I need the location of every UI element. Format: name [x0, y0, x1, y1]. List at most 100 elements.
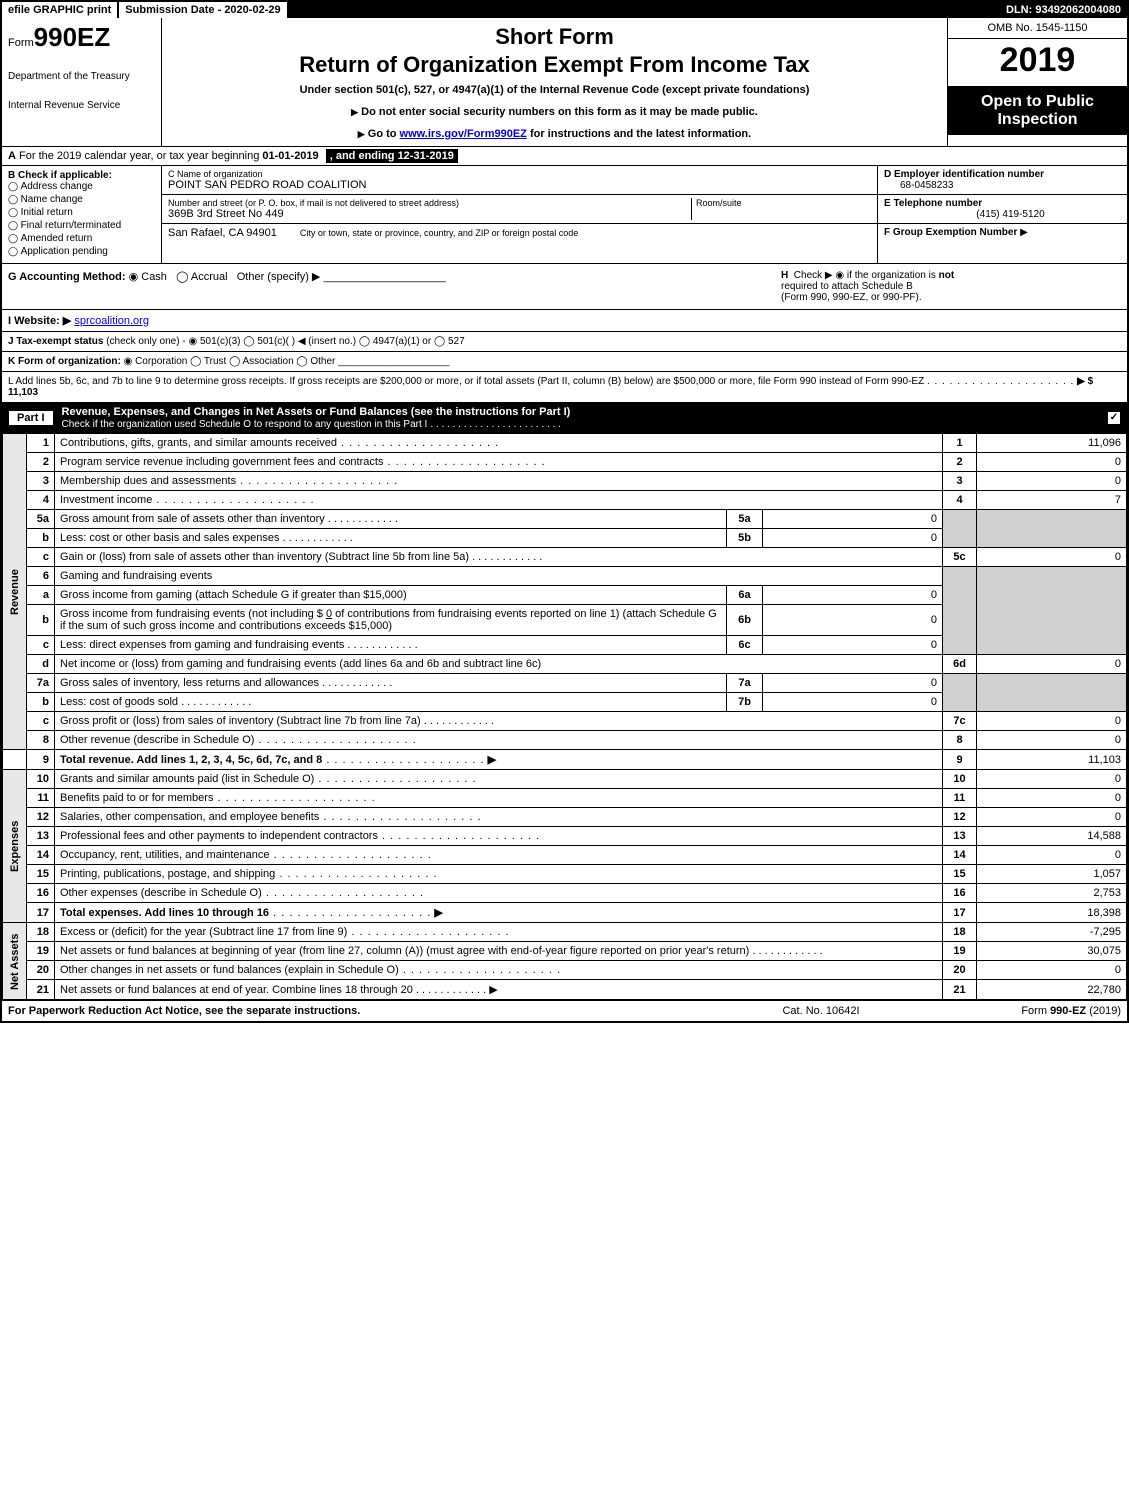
l13-num: 13 [27, 827, 55, 846]
h-not: not [939, 270, 955, 281]
row-gh: G Accounting Method: ◉ Cash ◯ Accrual Ot… [2, 264, 1127, 310]
arrow-icon [358, 128, 365, 140]
l3-box: 3 [943, 472, 977, 491]
g-other[interactable]: Other (specify) ▶ [237, 271, 321, 283]
l2-num: 2 [27, 453, 55, 472]
l2-desc: Program service revenue including govern… [60, 456, 383, 468]
omb-number: OMB No. 1545-1150 [948, 18, 1127, 39]
l7b-sub: 7b [727, 693, 763, 712]
l20-num: 20 [27, 961, 55, 980]
l10-amt: 0 [977, 770, 1127, 789]
l14-desc: Occupancy, rent, utilities, and maintena… [60, 849, 270, 861]
chk-final-return[interactable]: Final return/terminated [8, 220, 155, 231]
l17-amt: 18,398 [977, 903, 1127, 923]
chk-amended-return[interactable]: Amended return [8, 233, 155, 244]
l18-amt: -7,295 [977, 923, 1127, 942]
line-8: 8 Other revenue (describe in Schedule O)… [3, 731, 1127, 750]
l5a-subval: 0 [763, 510, 943, 529]
line-4: 4 Investment income 4 7 [3, 491, 1127, 510]
header-mid: Short Form Return of Organization Exempt… [162, 18, 947, 146]
line-19: 19 Net assets or fund balances at beginn… [3, 942, 1127, 961]
form-prefix: Form [8, 37, 34, 49]
l20-box: 20 [943, 961, 977, 980]
line-5c: c Gain or (loss) from sale of assets oth… [3, 548, 1127, 567]
group-exemption-label: F Group Exemption Number [884, 227, 1017, 238]
part1-header: Part I Revenue, Expenses, and Changes in… [2, 403, 1127, 433]
arrow-icon [351, 106, 358, 118]
phone-value: (415) 419-5120 [884, 209, 1121, 220]
l9-num: 9 [27, 750, 55, 770]
chk-name-change[interactable]: Name change [8, 194, 155, 205]
l20-desc: Other changes in net assets or fund bala… [60, 964, 399, 976]
goto-pre: Go to [368, 128, 400, 140]
l6a-desc: Gross income from gaming (attach Schedul… [55, 586, 727, 605]
col-b: B Check if applicable: Address change Na… [2, 166, 162, 263]
line-a-text: For the 2019 calendar year, or tax year … [19, 150, 262, 162]
l18-desc: Excess or (deficit) for the year (Subtra… [60, 926, 347, 938]
col-c: C Name of organization POINT SAN PEDRO R… [162, 166, 877, 263]
col-def: D Employer identification number 68-0458… [877, 166, 1127, 263]
line-11: 11 Benefits paid to or for members 11 0 [3, 789, 1127, 808]
l11-num: 11 [27, 789, 55, 808]
line-2: 2 Program service revenue including gove… [3, 453, 1127, 472]
l15-box: 15 [943, 865, 977, 884]
l17-num: 17 [27, 903, 55, 923]
g-accrual[interactable]: ◯ Accrual [176, 271, 227, 283]
line-6d: d Net income or (loss) from gaming and f… [3, 655, 1127, 674]
line-10: Expenses 10 Grants and similar amounts p… [3, 770, 1127, 789]
l18-box: 18 [943, 923, 977, 942]
l10-num: 10 [27, 770, 55, 789]
l1-desc: Contributions, gifts, grants, and simila… [60, 437, 337, 449]
l5c-desc: Gain or (loss) from sale of assets other… [60, 551, 469, 563]
k-options[interactable]: ◉ Corporation ◯ Trust ◯ Association ◯ Ot… [124, 356, 336, 367]
l6d-desc: Net income or (loss) from gaming and fun… [55, 655, 943, 674]
l16-num: 16 [27, 884, 55, 903]
h-label: H [781, 270, 788, 281]
l-text: L Add lines 5b, 6c, and 7b to line 9 to … [8, 376, 924, 387]
efile-print-label[interactable]: efile GRAPHIC print [2, 2, 119, 18]
ein-value: 68-0458233 [884, 180, 1121, 191]
l7a-desc: Gross sales of inventory, less returns a… [60, 677, 319, 689]
group-exemption-arrow: ▶ [1020, 227, 1028, 238]
l6d-box: 6d [943, 655, 977, 674]
chk-application-pending[interactable]: Application pending [8, 246, 155, 257]
part1-check-line: Check if the organization used Schedule … [62, 419, 428, 430]
shade-5ab [943, 510, 977, 548]
h-check[interactable]: Check ▶ [794, 270, 833, 281]
open-line2: Inspection [952, 111, 1123, 129]
l13-desc: Professional fees and other payments to … [60, 830, 378, 842]
l14-num: 14 [27, 846, 55, 865]
revenue-side-label: Revenue [3, 434, 27, 750]
blank-side [3, 750, 27, 770]
h-text3: required to attach Schedule B [781, 281, 913, 292]
j-options[interactable]: (check only one) - ◉ 501(c)(3) ◯ 501(c)(… [106, 336, 464, 347]
form-container: efile GRAPHIC print Submission Date - 20… [0, 0, 1129, 1023]
irs-link[interactable]: www.irs.gov/Form990EZ [400, 128, 527, 140]
part1-checkbox[interactable]: ✓ [1107, 411, 1121, 425]
l5c-num: c [27, 548, 55, 567]
header-left: Form990EZ Department of the Treasury Int… [2, 18, 162, 146]
l6b-num: b [27, 605, 55, 636]
form-header: Form990EZ Department of the Treasury Int… [2, 18, 1127, 147]
line-7a: 7a Gross sales of inventory, less return… [3, 674, 1127, 693]
k-label: K Form of organization: [8, 356, 121, 367]
l8-box: 8 [943, 731, 977, 750]
goto-line: Go to www.irs.gov/Form990EZ for instruct… [170, 128, 939, 140]
row-i: I Website: ▶ sprcoalition.org [2, 310, 1127, 332]
row-k: K Form of organization: ◉ Corporation ◯ … [2, 352, 1127, 372]
line-6: 6 Gaming and fundraising events [3, 567, 1127, 586]
h-section: H Check ▶ ◉ if the organization is not r… [781, 270, 1121, 303]
h-text4: (Form 990, 990-EZ, or 990-PF). [781, 292, 922, 303]
line-a-prefix: A [8, 150, 16, 162]
form-ref: Form 990-EZ (2019) [921, 1005, 1121, 1017]
website-link[interactable]: sprcoalition.org [74, 315, 149, 327]
l10-box: 10 [943, 770, 977, 789]
chk-initial-return[interactable]: Initial return [8, 207, 155, 218]
g-label: G Accounting Method: [8, 271, 126, 283]
chk-address-change[interactable]: Address change [8, 181, 155, 192]
address-row: Number and street (or P. O. box, if mail… [162, 195, 877, 224]
l6b-sub: 6b [727, 605, 763, 636]
g-cash[interactable]: ◉ Cash [129, 271, 167, 283]
line-13: 13 Professional fees and other payments … [3, 827, 1127, 846]
l15-num: 15 [27, 865, 55, 884]
